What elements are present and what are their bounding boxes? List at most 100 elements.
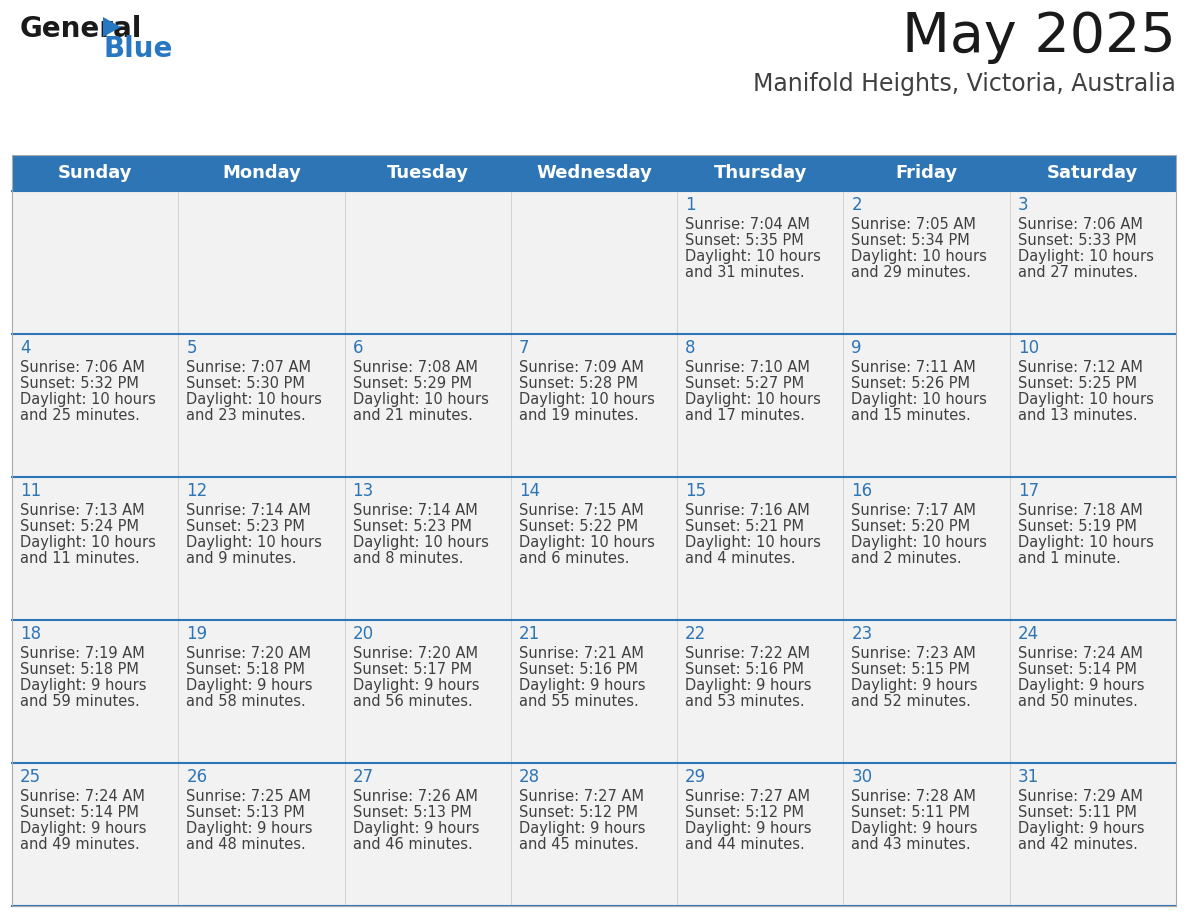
Bar [12,763,178,906]
Text: Sunset: 5:23 PM: Sunset: 5:23 PM [187,519,305,534]
Text: 8: 8 [685,339,696,357]
Text: Sunrise: 7:14 AM: Sunrise: 7:14 AM [353,503,478,518]
Text: Daylight: 9 hours: Daylight: 9 hours [685,821,811,836]
Text: 31: 31 [1018,768,1040,786]
Text: Sunrise: 7:10 AM: Sunrise: 7:10 AM [685,360,810,375]
Bar [511,763,677,906]
Text: Sunrise: 7:15 AM: Sunrise: 7:15 AM [519,503,644,518]
Text: 23: 23 [852,625,873,643]
Text: 3: 3 [1018,196,1029,214]
Text: and 46 minutes.: and 46 minutes. [353,837,473,852]
Text: Blue: Blue [103,35,172,63]
Text: and 25 minutes.: and 25 minutes. [20,408,140,423]
Text: and 45 minutes.: and 45 minutes. [519,837,639,852]
Text: Daylight: 9 hours: Daylight: 9 hours [187,821,312,836]
Bar [677,334,843,477]
Text: and 17 minutes.: and 17 minutes. [685,408,805,423]
Text: Sunrise: 7:06 AM: Sunrise: 7:06 AM [1018,217,1143,232]
Text: Daylight: 10 hours: Daylight: 10 hours [1018,535,1154,550]
Bar [511,191,677,334]
Bar [677,477,843,620]
Bar [178,620,345,763]
Bar [345,477,511,620]
Text: 25: 25 [20,768,42,786]
Bar [511,477,677,620]
Text: Sunrise: 7:27 AM: Sunrise: 7:27 AM [519,789,644,804]
Text: 17: 17 [1018,482,1038,500]
Text: 24: 24 [1018,625,1038,643]
Text: Sunrise: 7:12 AM: Sunrise: 7:12 AM [1018,360,1143,375]
Text: 4: 4 [20,339,31,357]
Bar [511,334,677,477]
Text: Sunrise: 7:19 AM: Sunrise: 7:19 AM [20,646,145,661]
Text: Daylight: 10 hours: Daylight: 10 hours [20,392,156,407]
Text: Sunrise: 7:16 AM: Sunrise: 7:16 AM [685,503,810,518]
Text: Daylight: 10 hours: Daylight: 10 hours [685,535,821,550]
Text: and 2 minutes.: and 2 minutes. [852,551,962,566]
Text: and 11 minutes.: and 11 minutes. [20,551,140,566]
Text: 5: 5 [187,339,197,357]
Text: Daylight: 10 hours: Daylight: 10 hours [852,535,987,550]
Bar [12,477,178,620]
Text: Daylight: 9 hours: Daylight: 9 hours [685,678,811,693]
Text: Daylight: 10 hours: Daylight: 10 hours [852,392,987,407]
Text: Sunset: 5:24 PM: Sunset: 5:24 PM [20,519,139,534]
Text: Sunset: 5:25 PM: Sunset: 5:25 PM [1018,376,1137,391]
Text: and 42 minutes.: and 42 minutes. [1018,837,1138,852]
Text: and 44 minutes.: and 44 minutes. [685,837,805,852]
Text: Daylight: 10 hours: Daylight: 10 hours [20,535,156,550]
Bar [843,763,1010,906]
Text: Wednesday: Wednesday [536,164,652,182]
Text: Sunset: 5:11 PM: Sunset: 5:11 PM [852,805,971,820]
Text: Sunrise: 7:08 AM: Sunrise: 7:08 AM [353,360,478,375]
Text: Sunset: 5:15 PM: Sunset: 5:15 PM [852,662,971,677]
Text: Sunset: 5:32 PM: Sunset: 5:32 PM [20,376,139,391]
Text: Sunset: 5:34 PM: Sunset: 5:34 PM [852,233,971,248]
Text: 13: 13 [353,482,374,500]
Text: 18: 18 [20,625,42,643]
Text: Sunset: 5:16 PM: Sunset: 5:16 PM [519,662,638,677]
Text: Sunday: Sunday [58,164,132,182]
Text: and 21 minutes.: and 21 minutes. [353,408,473,423]
Text: Daylight: 9 hours: Daylight: 9 hours [20,678,146,693]
Text: and 19 minutes.: and 19 minutes. [519,408,639,423]
Text: 22: 22 [685,625,707,643]
Text: Sunset: 5:35 PM: Sunset: 5:35 PM [685,233,804,248]
Text: and 23 minutes.: and 23 minutes. [187,408,307,423]
Text: 19: 19 [187,625,208,643]
Text: Daylight: 9 hours: Daylight: 9 hours [519,678,645,693]
Bar [178,334,345,477]
Text: Sunset: 5:17 PM: Sunset: 5:17 PM [353,662,472,677]
Text: 12: 12 [187,482,208,500]
Text: Sunrise: 7:05 AM: Sunrise: 7:05 AM [852,217,977,232]
Text: Sunrise: 7:25 AM: Sunrise: 7:25 AM [187,789,311,804]
Text: and 48 minutes.: and 48 minutes. [187,837,307,852]
Text: Sunset: 5:29 PM: Sunset: 5:29 PM [353,376,472,391]
Text: Sunset: 5:18 PM: Sunset: 5:18 PM [20,662,139,677]
Text: Sunset: 5:11 PM: Sunset: 5:11 PM [1018,805,1137,820]
Text: Tuesday: Tuesday [387,164,469,182]
Text: Manifold Heights, Victoria, Australia: Manifold Heights, Victoria, Australia [753,72,1176,96]
Text: Sunset: 5:18 PM: Sunset: 5:18 PM [187,662,305,677]
Text: Sunset: 5:14 PM: Sunset: 5:14 PM [1018,662,1137,677]
Bar [178,191,345,334]
Text: Sunset: 5:23 PM: Sunset: 5:23 PM [353,519,472,534]
Text: Daylight: 9 hours: Daylight: 9 hours [852,678,978,693]
Text: Friday: Friday [896,164,958,182]
Text: 28: 28 [519,768,541,786]
Bar [345,763,511,906]
Text: Daylight: 9 hours: Daylight: 9 hours [519,821,645,836]
Text: Sunset: 5:30 PM: Sunset: 5:30 PM [187,376,305,391]
Text: and 9 minutes.: and 9 minutes. [187,551,297,566]
Text: Sunrise: 7:17 AM: Sunrise: 7:17 AM [852,503,977,518]
Text: Sunrise: 7:29 AM: Sunrise: 7:29 AM [1018,789,1143,804]
Text: 9: 9 [852,339,862,357]
Bar [511,620,677,763]
Text: and 58 minutes.: and 58 minutes. [187,694,307,709]
Text: Daylight: 9 hours: Daylight: 9 hours [353,821,479,836]
Text: Sunrise: 7:09 AM: Sunrise: 7:09 AM [519,360,644,375]
Text: Thursday: Thursday [714,164,807,182]
Bar [1010,763,1176,906]
Text: Daylight: 10 hours: Daylight: 10 hours [519,535,655,550]
Bar [1010,191,1176,334]
